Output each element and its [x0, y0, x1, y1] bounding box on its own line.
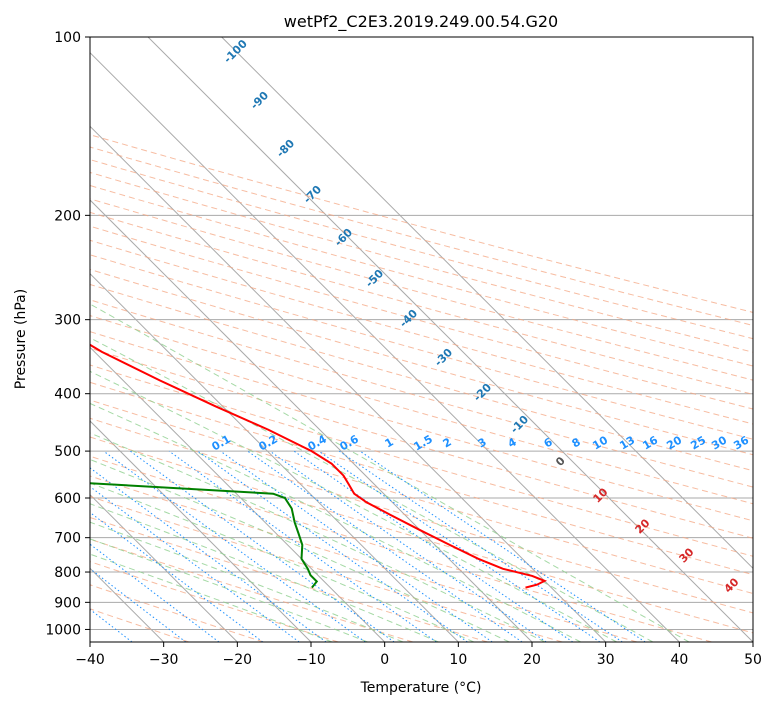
y-tick-label: 400: [54, 387, 81, 403]
y-tick-label: 800: [54, 565, 81, 581]
isotherm: [90, 51, 680, 642]
x-tick-label: −40: [75, 652, 105, 668]
mixing-ratio-line: [103, 450, 366, 642]
x-tick-label: 40: [670, 652, 688, 668]
y-tick-label: 300: [54, 313, 81, 329]
x-axis: −40 −30 −20 −10 0 10 20 30 40 50: [75, 642, 762, 668]
mixing-ratio-line: [90, 543, 220, 642]
x-tick-label: 30: [597, 652, 615, 668]
moist-adiabat: [90, 402, 581, 642]
mixing-ratio-line: [168, 450, 437, 642]
y-tick-label: 100: [54, 30, 81, 46]
mixing-ratio-line: [220, 450, 493, 642]
mixing-ratio-line: [90, 467, 327, 642]
mixing-ratio-line: [359, 450, 646, 642]
dry-adiabat: [90, 283, 753, 472]
dry-adiabat: [90, 331, 753, 522]
isotherm: [90, 125, 607, 642]
y-axis-label: Pressure (hPa): [13, 289, 29, 389]
moist-adiabat: [90, 337, 654, 642]
x-tick-label: −10: [296, 652, 326, 668]
dry-adiabat: [90, 475, 638, 642]
x-tick-label: 50: [744, 652, 762, 668]
moist-adiabat: [90, 521, 404, 642]
dry-adiabat: [90, 315, 753, 505]
dry-adiabat: [90, 399, 753, 595]
chart-title: wetPf2_C2E3.2019.249.00.54.G20: [284, 12, 558, 32]
isotherm: [221, 37, 753, 570]
x-tick-label: 20: [523, 652, 541, 668]
isotherm: [147, 37, 753, 642]
moist-adiabat: [90, 503, 439, 642]
sounding-lines: [90, 343, 548, 589]
x-tick-label: −30: [149, 652, 179, 668]
x-tick-label: 0: [380, 652, 389, 668]
moist-adiabat: [90, 538, 368, 642]
moist-adiabat: [90, 432, 546, 642]
isotherm: [90, 420, 312, 642]
dry-adiabat: [90, 381, 753, 576]
moist-adiabat: [90, 370, 617, 642]
mixing-ratio-line: [197, 450, 468, 642]
y-tick-label: 500: [54, 444, 81, 460]
dry-adiabat: [90, 538, 414, 642]
isotherm: [90, 346, 386, 642]
dry-adiabat: [90, 299, 753, 488]
moist-adiabat: [90, 303, 690, 642]
x-tick-label: −20: [223, 652, 253, 668]
y-tick-label: 200: [54, 208, 81, 224]
dry-adiabat: [90, 455, 712, 642]
y-axis: 100 200 300 400 500 600 700 800 900 1000: [45, 30, 90, 638]
mixing-ratio-line: [269, 450, 547, 642]
isotherm: [90, 493, 238, 642]
x-tick-label: 10: [449, 652, 467, 668]
plot-frame: [89, 36, 754, 643]
isotherm: [90, 272, 459, 642]
dry-adiabat: [90, 184, 753, 367]
mixing-ratio-line: [338, 450, 623, 642]
x-axis-label: Temperature (°C): [360, 680, 482, 696]
mixing-ratio-line: [129, 450, 395, 642]
isotherm: [90, 199, 533, 642]
temperature-line: [90, 343, 548, 589]
background-lines: [90, 37, 753, 642]
dry-adiabat: [90, 171, 753, 353]
y-tick-label: 1000: [45, 622, 81, 638]
y-tick-label: 600: [54, 491, 81, 507]
dewpoint-line: [90, 482, 319, 589]
y-tick-label: 900: [54, 595, 81, 611]
y-tick-label: 700: [54, 531, 81, 547]
